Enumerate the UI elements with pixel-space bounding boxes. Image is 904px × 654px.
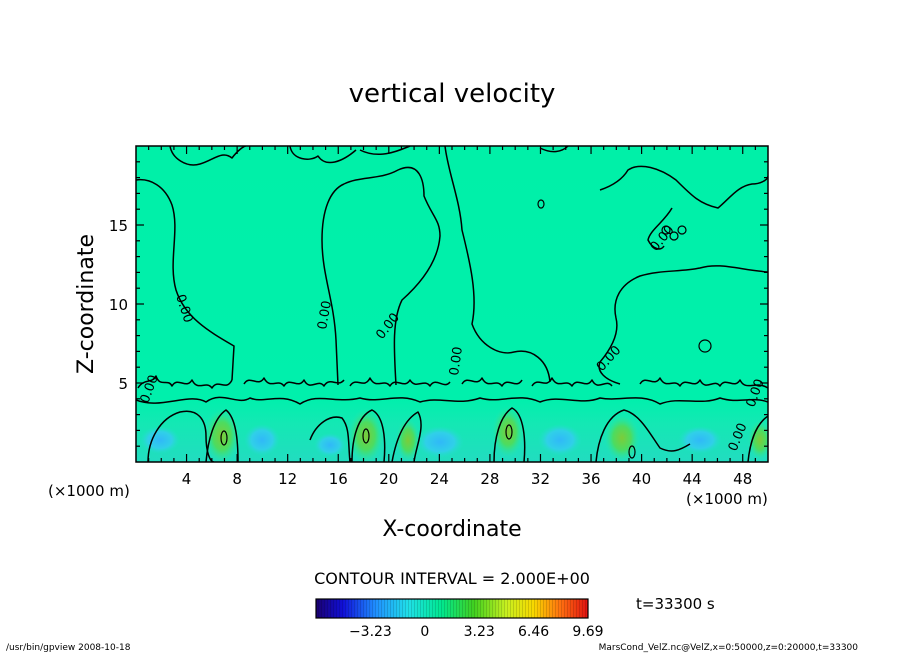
y-axis-ticks: 5 10 15 bbox=[109, 161, 768, 447]
footer-right: MarsCond_VelZ.nc@VelZ,x=0:50000,z=0:2000… bbox=[599, 643, 859, 653]
contour-line bbox=[639, 377, 768, 389]
colorbar-frame bbox=[315, 598, 589, 619]
negative-core bbox=[314, 433, 346, 457]
plot-area: 0.00 0.00 0.00 0.00 0.00 0.00 0.00 0.00 … bbox=[136, 146, 768, 462]
contour-loop bbox=[628, 445, 636, 459]
contour-line bbox=[147, 410, 215, 462]
x-tick-label: 20 bbox=[379, 470, 398, 488]
x-tick-label: 8 bbox=[232, 470, 242, 488]
contour-line bbox=[351, 409, 386, 462]
x-tick-label: 24 bbox=[430, 470, 449, 488]
contour-line bbox=[289, 146, 357, 164]
contour-loop bbox=[661, 225, 671, 235]
footer-left: /usr/bin/gpview 2008-10-18 bbox=[6, 643, 131, 653]
contour-line bbox=[391, 411, 422, 462]
contour-label: 0.00 bbox=[315, 300, 335, 331]
contour-line bbox=[461, 377, 523, 387]
chart-title: vertical velocity bbox=[349, 79, 556, 109]
x-tick-label: 36 bbox=[581, 470, 600, 488]
contour-line bbox=[493, 407, 526, 462]
colorbar-tick-label: 0 bbox=[420, 624, 429, 640]
negative-core bbox=[140, 426, 180, 454]
contour-line bbox=[137, 375, 233, 389]
contour-line bbox=[647, 207, 673, 250]
velocity-cores bbox=[140, 406, 768, 462]
contour-loop bbox=[677, 225, 687, 235]
contour-line bbox=[598, 265, 768, 385]
colorbar-tick-label: 3.23 bbox=[464, 624, 495, 640]
contour-loop bbox=[698, 339, 712, 353]
colorbar-tick-label: 6.46 bbox=[518, 624, 549, 640]
colorbar: −3.23 0 3.23 6.46 9.69 bbox=[315, 598, 604, 640]
y-tick-label: 10 bbox=[109, 296, 128, 314]
contour-lines bbox=[136, 146, 768, 462]
contour-loop bbox=[505, 424, 513, 440]
contour-label: 0.00 bbox=[447, 346, 466, 377]
contour-loop bbox=[537, 199, 545, 209]
negative-core bbox=[244, 424, 280, 456]
contour-line bbox=[595, 409, 691, 462]
contour-line bbox=[136, 178, 235, 381]
y-axis-label: Z-coordinate bbox=[74, 234, 99, 374]
contour-line bbox=[169, 146, 247, 166]
positive-core bbox=[396, 418, 420, 462]
contour-line bbox=[444, 146, 551, 383]
contour-line bbox=[349, 377, 451, 387]
time-label: t=33300 s bbox=[636, 595, 715, 613]
x-tick-label: 28 bbox=[480, 470, 499, 488]
positive-core bbox=[492, 406, 524, 458]
negative-core bbox=[678, 426, 722, 454]
contour-line bbox=[343, 166, 441, 386]
x-axis-ticks: 4 8 12 16 20 24 28 32 36 40 44 48 bbox=[148, 146, 756, 488]
contour-line bbox=[539, 146, 569, 153]
contour-line bbox=[136, 396, 768, 405]
x-tick-label: 44 bbox=[683, 470, 702, 488]
contour-line bbox=[243, 377, 345, 387]
colorbar-tick-label: −3.23 bbox=[349, 624, 392, 640]
contour-line bbox=[531, 377, 613, 387]
positive-core bbox=[604, 414, 640, 462]
x-tick-label: 40 bbox=[632, 470, 651, 488]
y-tick-label: 15 bbox=[109, 217, 128, 235]
negative-core bbox=[416, 426, 464, 458]
colorbar-tick-label: 9.69 bbox=[572, 624, 603, 640]
contour-loop bbox=[220, 430, 228, 446]
contour-loops bbox=[220, 199, 712, 459]
positive-core bbox=[204, 408, 240, 462]
contour-loop bbox=[362, 428, 370, 444]
velocity-field bbox=[136, 146, 768, 462]
x-unit-left: (×1000 m) bbox=[48, 482, 130, 500]
x-tick-label: 48 bbox=[733, 470, 752, 488]
x-axis-label: X-coordinate bbox=[382, 517, 521, 542]
x-tick-label: 32 bbox=[531, 470, 550, 488]
negative-core bbox=[538, 424, 582, 456]
x-tick-label: 4 bbox=[182, 470, 192, 488]
y-tick-label: 5 bbox=[118, 375, 128, 393]
positive-core bbox=[348, 408, 384, 462]
x-unit-right: (×1000 m) bbox=[686, 490, 768, 508]
contour-line bbox=[747, 415, 768, 462]
contour-line bbox=[321, 183, 345, 386]
positive-core bbox=[748, 420, 768, 460]
colorbar-hatch bbox=[316, 599, 588, 618]
x-tick-label: 12 bbox=[278, 470, 297, 488]
contour-interval-text: CONTOUR INTERVAL = 2.000E+00 bbox=[314, 569, 590, 588]
contour-line bbox=[309, 416, 351, 462]
contour-line bbox=[599, 165, 768, 209]
contour-line bbox=[205, 409, 239, 462]
colorbar-ticks: −3.23 0 3.23 6.46 9.69 bbox=[349, 624, 604, 640]
contour-loop bbox=[669, 231, 679, 241]
x-tick-label: 16 bbox=[329, 470, 348, 488]
